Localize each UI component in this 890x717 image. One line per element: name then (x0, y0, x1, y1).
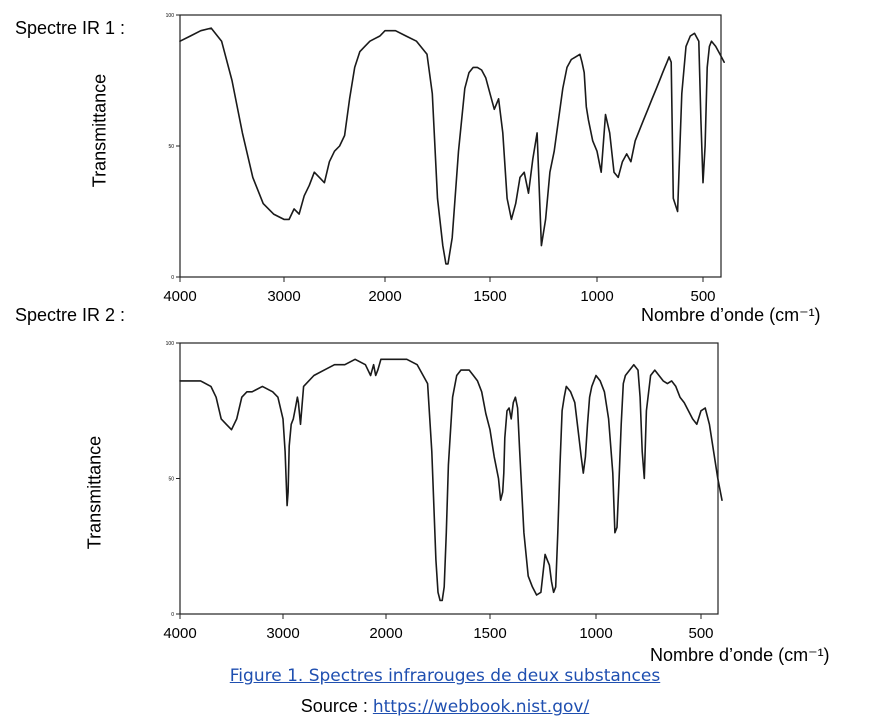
source-link[interactable]: https://webbook.nist.gov/ (372, 697, 590, 717)
ir1-x-tick-label-3000: 3000 (267, 288, 300, 305)
ir2-x-tick-label-1000: 1000 (579, 625, 612, 642)
spectrum-1-label: Spectre IR 1 : (15, 18, 126, 38)
ir2-x-tick-label-3000: 3000 (266, 625, 299, 642)
figure-source: Source : https://webbook.nist.gov/ (0, 696, 890, 717)
ir1-y-tick-label-50: 50 (168, 144, 174, 150)
ir1-x-tick-label-500: 500 (690, 288, 715, 305)
ir1-x-tick-label-1500: 1500 (473, 288, 506, 305)
ir2-y-tick-label-0: 0 (171, 612, 174, 618)
ir1-x-tick-label-1000: 1000 (580, 288, 613, 305)
ir2-spectrum-line (179, 358, 723, 602)
ir2-x-tick-label-4000: 4000 (163, 625, 196, 642)
figure-caption: Figure 1. Spectres infrarouges de deux s… (229, 666, 661, 686)
ir1-x-tick-label-2000: 2000 (368, 288, 401, 305)
spectrum-1-x-axis-label: Nombre d’onde (cm⁻¹) (641, 305, 821, 325)
ir1-x-tick-label-4000: 4000 (163, 288, 196, 305)
ir2-plot-frame (179, 342, 719, 615)
ir1-y-tick-label-100: 100 (166, 13, 175, 19)
ir2-x-tick-label-2000: 2000 (369, 625, 402, 642)
ir1-plot-frame (179, 14, 722, 278)
spectrum-2-x-axis-label: Nombre d’onde (cm⁻¹) (650, 645, 830, 665)
ir2-y-tick-label-50: 50 (168, 477, 174, 483)
ir2-x-tick-label-500: 500 (688, 625, 713, 642)
ir2-x-tick-label-1500: 1500 (473, 625, 506, 642)
ir1-spectrum-line (179, 27, 725, 265)
spectrum-2-label: Spectre IR 2 : (15, 305, 126, 325)
source-prefix: Source : (300, 696, 368, 716)
ir2-y-tick-label-100: 100 (166, 341, 175, 347)
ir1-y-tick-label-0: 0 (171, 275, 174, 281)
